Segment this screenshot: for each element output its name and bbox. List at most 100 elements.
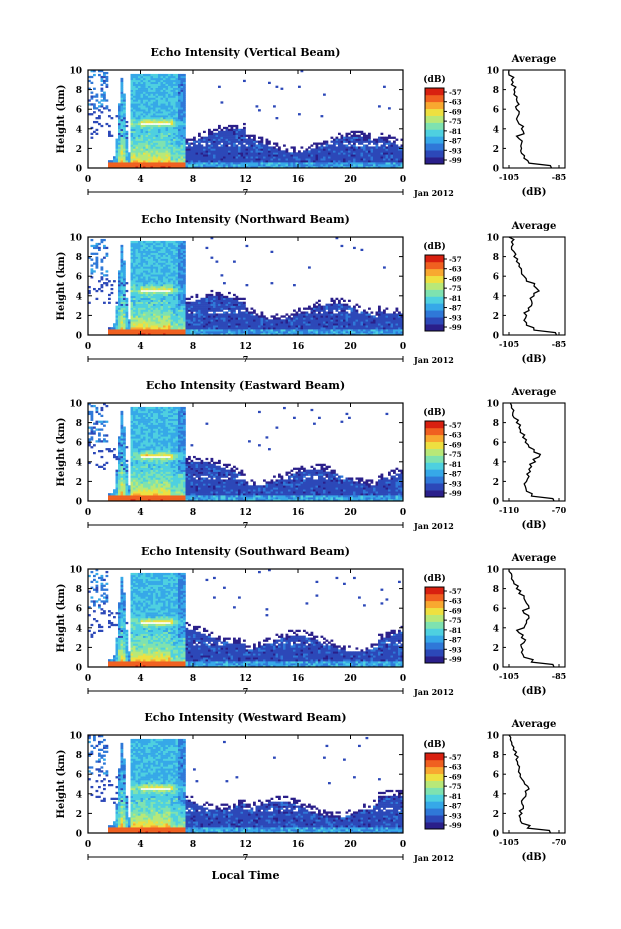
heatmap-cell	[118, 323, 121, 326]
heatmap-cell	[188, 329, 191, 332]
heatmap-cell	[155, 111, 159, 114]
heatmap-cell	[143, 313, 146, 316]
heatmap-cell	[268, 81, 271, 85]
heatmap-cell	[125, 120, 129, 124]
heatmap-cell	[183, 113, 186, 116]
heatmap-cell	[193, 142, 196, 145]
heatmap-cell	[178, 291, 181, 295]
heatmap-cell	[140, 309, 144, 312]
heatmap-cell	[158, 317, 161, 320]
heatmap-cell	[170, 286, 174, 289]
heatmap-cell	[165, 146, 169, 149]
heatmap-cell	[330, 299, 334, 302]
heatmap-cell	[135, 309, 139, 312]
heatmap-cell	[160, 152, 164, 155]
heatmap-cell	[323, 164, 326, 167]
heatmap-cell	[145, 142, 149, 145]
heatmap-cell	[123, 109, 126, 112]
heatmap-cell	[265, 152, 269, 155]
heatmap-cell	[208, 319, 211, 322]
heatmap-cell	[333, 307, 336, 310]
heatmap-cell	[145, 272, 149, 275]
heatmap-cell	[103, 282, 106, 285]
heatmap-cell	[158, 256, 161, 259]
heatmap-cell	[313, 160, 316, 163]
heatmap-cell	[130, 91, 134, 94]
heatmap-cell	[345, 150, 349, 153]
heatmap-cell	[268, 158, 271, 161]
heatmap-cell	[358, 142, 361, 145]
heatmap-cell	[338, 160, 341, 163]
heatmap-cell	[130, 315, 134, 318]
heatmap-cell	[355, 162, 359, 165]
heatmap-cell	[153, 130, 156, 134]
heatmap-cell	[245, 158, 249, 161]
heatmap-cell	[160, 87, 164, 90]
heatmap-cell	[215, 162, 219, 165]
heatmap-cell	[165, 115, 169, 118]
heatmap-cell	[205, 293, 209, 297]
heatmap-cell	[103, 274, 106, 277]
heatmap-cell	[158, 280, 161, 283]
heatmap-cell	[193, 150, 196, 153]
heatmap-cell	[180, 115, 184, 118]
heatmap-cell	[163, 309, 166, 312]
heatmap-cell	[243, 128, 246, 132]
heatmap-cell	[185, 150, 189, 153]
heatmap-cell	[128, 154, 131, 157]
heatmap-cell	[160, 280, 164, 283]
heatmap-cell	[130, 166, 134, 169]
heatmap-cell	[195, 301, 199, 304]
heatmap-cell	[153, 297, 156, 301]
heatmap-cell	[140, 146, 144, 149]
heatmap-cell	[165, 128, 169, 132]
heatmap-cell	[140, 107, 144, 110]
heatmap-cell	[120, 287, 124, 291]
heatmap-cell	[118, 166, 121, 169]
heatmap-cell	[233, 138, 236, 141]
heatmap-cell	[155, 136, 159, 139]
heatmap-cell	[233, 166, 236, 169]
heatmap-cell	[255, 154, 259, 157]
heatmap-cell	[273, 327, 276, 330]
heatmap-cell	[255, 105, 259, 108]
heatmap-cell	[173, 97, 176, 100]
heatmap-cell	[325, 146, 329, 149]
heatmap-cell	[130, 132, 134, 135]
heatmap-cell	[400, 150, 404, 153]
heatmap-cell	[140, 319, 144, 322]
heatmap-cell	[158, 325, 161, 328]
heatmap-cell	[115, 166, 119, 169]
heatmap-cell	[138, 272, 141, 275]
heatmap-cell	[210, 307, 214, 310]
heatmap-cell	[108, 115, 111, 118]
heatmap-cell	[118, 278, 121, 281]
heatmap-cell	[240, 164, 244, 167]
heatmap-cell	[165, 301, 169, 304]
heatmap-cell	[180, 260, 184, 263]
heatmap-cell	[363, 144, 366, 147]
heatmap-cell	[273, 152, 276, 155]
heatmap-cell	[340, 162, 344, 165]
heatmap-cell	[290, 156, 294, 159]
heatmap-cell	[143, 244, 146, 248]
heatmap-cell	[123, 303, 126, 306]
heatmap-cell	[180, 268, 184, 271]
heatmap-cell	[335, 315, 339, 318]
heatmap-cell	[120, 246, 124, 250]
heatmap-cell	[290, 333, 294, 336]
heatmap-cell	[120, 317, 124, 320]
heatmap-cell	[198, 152, 201, 155]
heatmap-cell	[338, 150, 341, 153]
heatmap-cell	[283, 154, 286, 157]
heatmap-cell	[378, 136, 381, 139]
heatmap-cell	[228, 301, 231, 304]
heatmap-cell	[178, 256, 181, 259]
heatmap-cell	[398, 146, 401, 149]
heatmap-cell	[183, 254, 186, 257]
heatmap-cell	[153, 287, 156, 291]
heatmap-cell	[200, 140, 204, 143]
heatmap-cell	[175, 266, 179, 269]
heatmap-cell	[163, 132, 166, 135]
heatmap-cell	[163, 307, 166, 310]
